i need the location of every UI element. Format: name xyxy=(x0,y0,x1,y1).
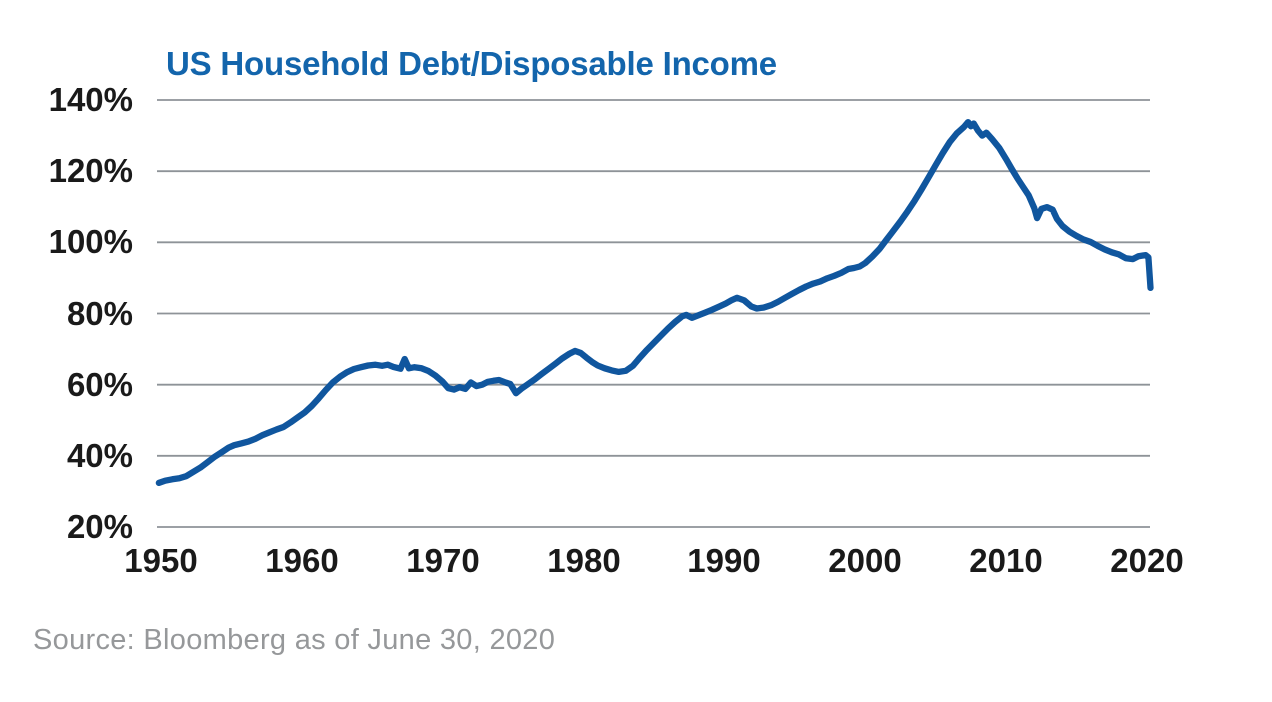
source-note: Source: Bloomberg as of June 30, 2020 xyxy=(33,624,556,656)
y-axis-tick-label: 80% xyxy=(66,295,133,332)
x-axis-tick-label: 1970 xyxy=(406,542,480,579)
y-axis-tick-label: 100% xyxy=(48,223,133,260)
x-axis-tick-label: 2010 xyxy=(969,542,1043,579)
y-axis-tick-label: 120% xyxy=(48,152,133,189)
x-axis-tick-label: 1980 xyxy=(547,542,621,579)
debt-to-income-line xyxy=(155,118,1154,487)
y-axis-tick-label: 40% xyxy=(66,437,133,474)
y-axis-tick-label: 140% xyxy=(48,81,133,118)
y-axis-tick-label: 20% xyxy=(66,508,133,545)
x-axis-tick-label: 1990 xyxy=(687,542,761,579)
chart-title: US Household Debt/Disposable Income xyxy=(166,45,777,82)
y-axis-tick-label: 60% xyxy=(66,366,133,403)
x-axis-tick-label: 2020 xyxy=(1110,542,1184,579)
x-axis-tick-label: 1950 xyxy=(124,542,198,579)
x-axis-tick-label: 2000 xyxy=(828,542,902,579)
x-axis-tick-label: 1960 xyxy=(265,542,339,579)
gridlines xyxy=(157,99,1150,528)
